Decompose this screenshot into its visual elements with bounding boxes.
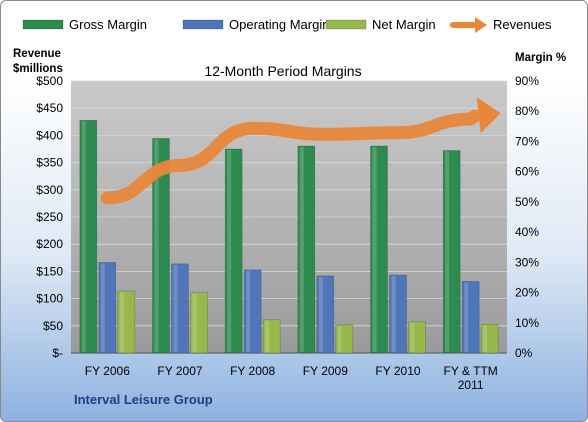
bar-operating-margin bbox=[316, 275, 335, 354]
right-tick-label: 40% bbox=[515, 225, 539, 239]
right-tick-label: 10% bbox=[515, 316, 539, 330]
left-tick-label: $150 bbox=[36, 264, 63, 278]
bar-gross-margin bbox=[297, 145, 316, 354]
bar-operating-margin bbox=[243, 269, 262, 354]
left-tick-label: $100 bbox=[36, 292, 63, 306]
legend-swatch bbox=[22, 19, 64, 30]
left-tick-label: $250 bbox=[36, 210, 63, 224]
right-tick-label: 60% bbox=[515, 165, 539, 179]
left-tick-label: $200 bbox=[36, 237, 63, 251]
left-axis-title-line1: Revenue bbox=[13, 48, 61, 60]
bar-net-margin bbox=[262, 319, 281, 354]
bar-highlight bbox=[445, 151, 450, 352]
bar-highlight bbox=[391, 276, 396, 352]
bar-highlight bbox=[173, 264, 178, 352]
bar-operating-margin bbox=[461, 281, 480, 354]
revenues-line bbox=[100, 109, 482, 205]
left-tick-label: $50 bbox=[43, 319, 63, 333]
bar-gross-margin bbox=[442, 150, 461, 354]
bar-gross-margin bbox=[152, 138, 170, 354]
revenue-arrow bbox=[100, 97, 501, 205]
bar-highlight bbox=[119, 292, 124, 352]
chart-title: 12-Month Period Margins bbox=[204, 63, 361, 79]
bar-gross-margin bbox=[79, 119, 98, 354]
bar-highlight bbox=[246, 270, 251, 352]
bar-net-margin bbox=[117, 290, 136, 354]
bar-highlight bbox=[372, 146, 377, 352]
legend-label: Operating Margin bbox=[229, 17, 329, 32]
legend-label: Net Margin bbox=[372, 17, 436, 32]
right-tick-label: 50% bbox=[515, 195, 539, 209]
bar-highlight bbox=[318, 276, 323, 352]
category-label: FY 2009 bbox=[303, 364, 348, 378]
bar-gross-margin bbox=[370, 145, 388, 354]
legend-label: Gross Margin bbox=[69, 17, 147, 32]
left-tick-label: $- bbox=[52, 346, 63, 360]
right-tick-label: 0% bbox=[515, 346, 533, 360]
category-label: FY 2006 bbox=[85, 364, 130, 378]
right-tick-label: 70% bbox=[515, 134, 539, 148]
left-axis-ticks: $- $50 $100 $150 $200 $250 $300 $350 $400 $450 $50… bbox=[36, 74, 63, 360]
bar-operating-margin bbox=[98, 262, 117, 354]
legend-label: Revenues bbox=[493, 17, 552, 32]
category-label: FY 2007 bbox=[157, 364, 202, 378]
left-tick-label: $450 bbox=[36, 101, 63, 115]
legend: Gross Margin Operating Margin Net Margin Re… bbox=[22, 17, 552, 33]
footer-label: Interval Leisure Group bbox=[74, 392, 213, 407]
left-axis-title-line2: $millions bbox=[13, 63, 63, 75]
bar-highlight bbox=[227, 150, 232, 352]
revenues-arrowhead bbox=[476, 97, 501, 134]
bar-net-margin bbox=[190, 292, 208, 354]
bar-highlight bbox=[464, 282, 469, 352]
bar-highlight bbox=[192, 293, 197, 352]
bar-operating-margin bbox=[389, 274, 407, 354]
bar-highlight bbox=[154, 139, 159, 352]
left-tick-label: $350 bbox=[36, 156, 63, 170]
right-tick-label: 20% bbox=[515, 286, 539, 300]
bar-net-margin bbox=[335, 324, 354, 354]
left-tick-label: $300 bbox=[36, 183, 63, 197]
bar-net-margin bbox=[408, 321, 426, 354]
right-tick-label: 30% bbox=[515, 255, 539, 269]
left-tick-label: $400 bbox=[36, 128, 63, 142]
category-labels: FY 2006 FY 2007 FY 2008 FY 2009 FY 2010 FY & … bbox=[85, 364, 498, 392]
category-label: FY 2010 bbox=[375, 364, 420, 378]
left-tick-label: $500 bbox=[36, 74, 63, 88]
right-axis-ticks: 0% 10% 20% 30% 40% 50% 60% 70% 80% 90% bbox=[515, 74, 539, 360]
bar-highlight bbox=[410, 322, 415, 352]
category-label: FY 2008 bbox=[230, 364, 275, 378]
bar-highlight bbox=[81, 121, 86, 353]
bar-net-margin bbox=[480, 323, 499, 354]
bar-highlight bbox=[100, 263, 105, 352]
bar-operating-margin bbox=[171, 263, 189, 354]
legend-arrow-head bbox=[475, 17, 487, 33]
right-axis-title: Margin % bbox=[515, 52, 566, 64]
bar-gross-margin bbox=[224, 148, 243, 354]
bar-highlight bbox=[337, 325, 342, 352]
legend-swatch bbox=[182, 19, 224, 30]
category-label: FY & TTM 2011 bbox=[444, 364, 498, 392]
bar-highlight bbox=[299, 146, 304, 352]
right-tick-label: 90% bbox=[515, 74, 539, 88]
gridlines bbox=[71, 80, 507, 354]
legend-swatch bbox=[325, 19, 367, 30]
bar-group bbox=[79, 119, 499, 354]
bar-highlight bbox=[483, 325, 488, 352]
bar-highlight bbox=[265, 320, 270, 352]
right-tick-label: 80% bbox=[515, 104, 539, 118]
